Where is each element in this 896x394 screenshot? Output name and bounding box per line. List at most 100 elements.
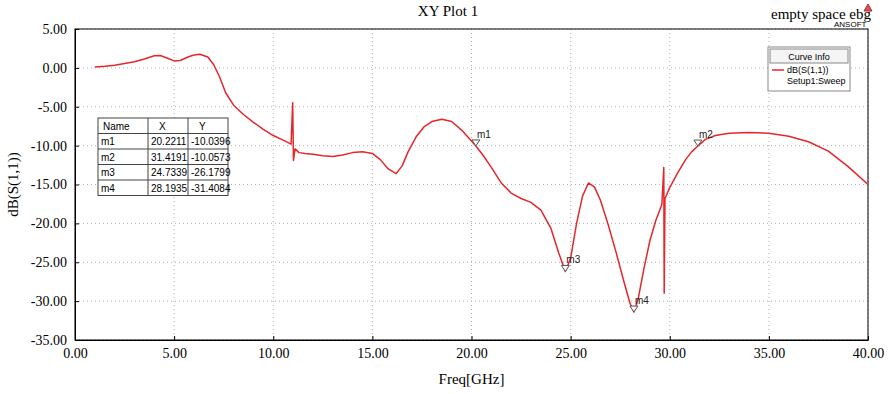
marker-table-header: Name	[103, 121, 130, 132]
plot-area: 0.00 5.00 10.00 15.00 20.00 25.00 30.00 35.00 40…	[31, 22, 884, 361]
y-tick-mark	[75, 185, 79, 186]
grid-line-y	[75, 262, 868, 263]
marker-label: m1	[477, 129, 491, 140]
grid-line-y	[75, 301, 868, 302]
marker-table-cell: -10.0396	[191, 136, 231, 147]
curve-marker	[472, 140, 480, 146]
x-tick-label: 5.00	[162, 346, 187, 361]
legend: Curve Info dB(S(1,1))Setup1:Sweep	[768, 47, 850, 91]
y-axis-title: dB(S(1,1))	[5, 152, 22, 217]
legend-title: Curve Info	[788, 52, 830, 62]
marker-table-cell: 20.2211	[151, 136, 187, 147]
marker-table-rule	[98, 164, 228, 165]
y-tick-label: -30.00	[31, 294, 67, 309]
y-tick-label: -15.00	[31, 177, 67, 192]
x-axis-title: Freq[GHz]	[439, 371, 505, 387]
marker-table-rule	[98, 180, 228, 181]
grid	[75, 29, 868, 340]
legend-label: dB(S(1,1))	[787, 65, 829, 75]
x-tick-label: 0.00	[63, 346, 88, 361]
legend-box	[768, 47, 850, 91]
x-tick-mark	[670, 336, 671, 340]
marker-table: Name X Ym1 20.2211 -10.0396 m2 31.4191-10.0573…	[98, 118, 231, 196]
x-tick-label: 15.00	[357, 346, 389, 361]
marker-table-cell: -26.1799	[191, 167, 231, 178]
x-tick-label: 30.00	[655, 346, 687, 361]
marker-table-cell: m1	[101, 136, 115, 147]
x-tick-label: 10.00	[258, 346, 290, 361]
y-tick-label: 0.00	[43, 61, 68, 76]
marker-table-cell: m2	[101, 152, 115, 163]
y-tick-label: -25.00	[31, 255, 67, 270]
y-tick-label: 5.00	[43, 22, 68, 37]
marker-table-cell: 28.1935	[151, 183, 188, 194]
y-tick-mark	[75, 68, 79, 69]
legend-sublabel: Setup1:Sweep	[787, 76, 846, 86]
x-tick-label: 25.00	[555, 346, 587, 361]
y-tick: -15.00	[31, 177, 79, 192]
annotation: ANSOFT	[834, 20, 867, 29]
curve-marker	[561, 265, 569, 271]
x-tick-mark	[571, 336, 572, 340]
background	[0, 0, 896, 394]
marker-label: m2	[699, 129, 713, 140]
x-tick-label: 40.00	[853, 346, 885, 361]
grid-line-x	[669, 29, 670, 340]
y-tick: 0.00	[43, 61, 80, 76]
y-tick: -10.00	[31, 139, 79, 154]
marker-table-cell: -10.0573	[191, 152, 231, 163]
x-tick-mark	[372, 336, 373, 340]
grid-line-y	[75, 67, 868, 68]
y-tick-mark	[75, 223, 79, 224]
marker-table-rule	[98, 133, 228, 134]
grid-line-y	[75, 223, 868, 224]
y-tick-mark	[75, 262, 79, 263]
plot-frame	[75, 29, 868, 340]
chart-title: XY Plot 1	[418, 3, 478, 19]
y-tick: -30.00	[31, 294, 79, 309]
marker-table-rule	[188, 118, 189, 196]
marker-label: m3	[566, 254, 580, 265]
y-tick: -25.00	[31, 255, 79, 270]
marker-table-header: Y	[199, 121, 206, 132]
legend-swatch	[772, 69, 784, 71]
y-tick-label: -10.00	[31, 139, 67, 154]
marker-table-cell: 31.4191	[151, 152, 188, 163]
marker-table-rule	[148, 118, 149, 196]
y-tick-mark	[75, 107, 79, 108]
legend-header-box	[770, 49, 848, 63]
data-layer	[95, 54, 868, 312]
marker-table-rule	[98, 149, 228, 150]
x-tick-label: 35.00	[754, 346, 786, 361]
chart-svg: 0.00 5.00 10.00 15.00 20.00 25.00 30.00 35.00 40…	[0, 0, 896, 394]
marker-table-cell: m3	[101, 167, 115, 178]
marker-label: m4	[635, 295, 649, 306]
y-tick: 5.00	[43, 22, 80, 37]
marker-table-cell: m4	[101, 183, 115, 194]
curve-marker	[694, 140, 702, 146]
x-tick-label: 20.00	[456, 346, 488, 361]
grid-line-y	[75, 106, 868, 107]
y-tick-mark	[75, 146, 79, 147]
plot-background	[75, 29, 868, 340]
grid-line-x	[372, 29, 373, 340]
marker-table-cell: -31.4084	[191, 183, 231, 194]
y-tick: -35.00	[31, 333, 79, 348]
y-tick: -5.00	[38, 100, 79, 115]
x-tick-mark	[273, 336, 274, 340]
x-tick-mark	[769, 336, 770, 340]
series-line	[95, 54, 868, 312]
y-tick: -20.00	[31, 216, 79, 231]
marker-table-header: X	[159, 121, 166, 132]
curve-marker	[630, 306, 638, 312]
logo-mark	[864, 4, 872, 11]
y-tick-label: -35.00	[31, 333, 67, 348]
x-tick-mark	[174, 336, 175, 340]
y-tick-label: -20.00	[31, 216, 67, 231]
y-axis: -35.00 -30.00 -25.00 -20.00 -15.00 -10.00 -5.0…	[31, 22, 79, 348]
grid-line-x	[570, 29, 571, 340]
grid-line-x	[273, 29, 274, 340]
x-tick-mark	[472, 336, 473, 340]
y-tick-mark	[75, 301, 79, 302]
marker-table-cell: 24.7339	[151, 167, 188, 178]
